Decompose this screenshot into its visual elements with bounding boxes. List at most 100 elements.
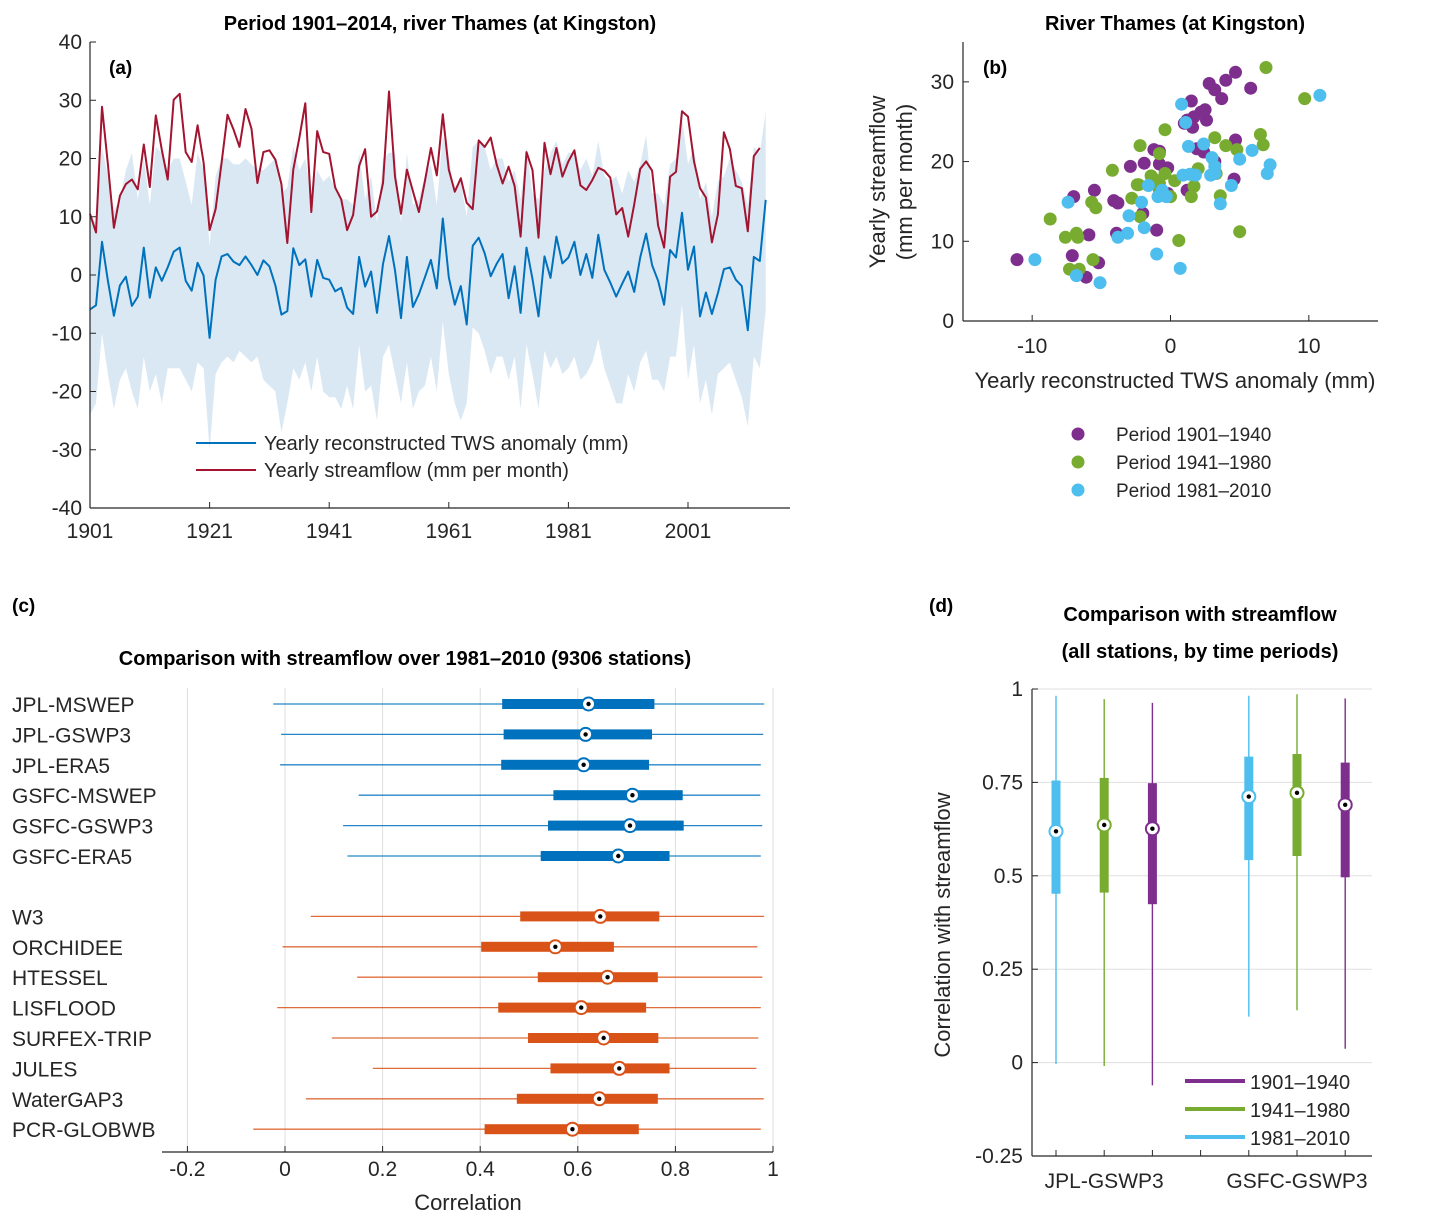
- scatter-point: [1219, 139, 1233, 153]
- scatter-point: [1123, 159, 1137, 173]
- iqr-box: [484, 1124, 639, 1135]
- scatter-point: [1135, 195, 1148, 209]
- panel-b-tag: (b): [983, 58, 1007, 79]
- x-tick-label: 0.6: [563, 1158, 592, 1181]
- scatter-point: [1298, 92, 1312, 106]
- x-tick-label: 1981: [545, 520, 592, 543]
- median-dot: [617, 1066, 622, 1071]
- scatter-point: [1133, 210, 1147, 224]
- scatter-point: [1137, 221, 1151, 235]
- scatter-point: [1179, 116, 1193, 129]
- x-tick-label: 1961: [425, 520, 472, 543]
- iqr-box: [502, 699, 655, 709]
- scatter-point: [1233, 225, 1247, 239]
- row-label: HTESSEL: [12, 967, 108, 990]
- scatter-point: [1150, 223, 1164, 237]
- scatter-point: [1089, 201, 1103, 215]
- panel-b: River Thames (at Kingston) (b) Yearly re…: [865, 13, 1378, 502]
- scatter-point: [1058, 230, 1072, 244]
- median-dot: [630, 793, 635, 798]
- scatter-point: [1158, 123, 1172, 137]
- scatter-point: [1229, 65, 1242, 79]
- scatter-point: [1219, 73, 1233, 87]
- scatter-point: [1069, 226, 1083, 240]
- x-tick-label: 1901: [67, 520, 114, 543]
- x-tick-label: 0.8: [661, 1158, 690, 1181]
- scatter-point: [1158, 167, 1172, 180]
- panel-a-tag: (a): [109, 58, 132, 79]
- scatter-point: [1152, 147, 1166, 161]
- scatter-point: [1183, 167, 1197, 181]
- scatter-point: [1141, 179, 1155, 192]
- scatter-point: [1121, 226, 1135, 240]
- scatter-point: [1043, 212, 1057, 226]
- scatter-point: [1150, 247, 1164, 261]
- median-dot: [597, 1096, 602, 1102]
- legend-label: Yearly reconstructed TWS anomaly (mm): [264, 433, 629, 455]
- y-tick-label: -0.25: [975, 1145, 1023, 1168]
- row-label: JPL-GSWP3: [12, 724, 131, 747]
- row-label: WaterGAP3: [12, 1089, 123, 1112]
- streamflow-line: [89, 90, 761, 249]
- y-tick-label: 0.25: [982, 958, 1023, 981]
- iqr-box: [1244, 756, 1254, 861]
- median-dot: [553, 944, 558, 949]
- row-label: GSFC-GSWP3: [12, 816, 153, 839]
- row-label: SURFEX-TRIP: [12, 1028, 152, 1051]
- iqr-box: [1099, 777, 1109, 893]
- y-tick-label: -30: [52, 439, 82, 462]
- legend-marker: [1071, 483, 1085, 497]
- panel-d-title-line1: Comparison with streamflow: [1063, 604, 1337, 626]
- row-label: GSFC-ERA5: [12, 846, 132, 869]
- scatter-point: [1253, 128, 1267, 141]
- row-label: LISFLOOD: [12, 998, 116, 1021]
- y-tick-label: 20: [931, 151, 954, 174]
- iqr-box: [537, 972, 658, 983]
- row-label: ORCHIDEE: [12, 937, 123, 960]
- legend-label: 1941–1980: [1250, 1100, 1350, 1122]
- legend-label: Period 1941–1980: [1116, 453, 1271, 474]
- iqr-box: [1340, 762, 1350, 878]
- scatter-point: [1259, 61, 1273, 74]
- scatter-point: [1244, 81, 1258, 95]
- x-category-label: JPL-GSWP3: [1045, 1170, 1164, 1193]
- y-tick-label: 10: [59, 206, 82, 229]
- x-tick-label: 1941: [306, 520, 353, 543]
- scatter-point: [1233, 152, 1247, 166]
- median-dot: [605, 975, 610, 980]
- scatter-point: [1173, 261, 1187, 275]
- scatter-point: [1010, 253, 1024, 267]
- iqr-box: [501, 759, 650, 770]
- x-tick-label: 0.2: [368, 1158, 397, 1181]
- scatter-point: [1184, 190, 1198, 204]
- iqr-box: [548, 820, 684, 831]
- panel-a: Period 1901–2014, river Thames (at Kings…: [52, 13, 790, 543]
- row-label: JULES: [12, 1058, 77, 1081]
- row-label: JPL-MSWEP: [12, 694, 135, 717]
- scatter-point: [1132, 178, 1146, 192]
- scatter-point: [1133, 139, 1147, 153]
- y-tick-label: -40: [52, 497, 82, 520]
- iqr-box: [503, 729, 652, 740]
- scatter-point: [1245, 143, 1259, 157]
- iqr-box: [520, 911, 660, 922]
- median-dot: [1343, 802, 1348, 808]
- scatter-point: [1187, 179, 1201, 193]
- x-tick-label: -10: [1017, 335, 1047, 358]
- median-dot: [586, 701, 591, 707]
- y-tick-label: 0: [70, 264, 82, 287]
- row-label: JPL-ERA5: [12, 755, 110, 778]
- iqr-box: [553, 790, 683, 801]
- scatter-point: [1313, 88, 1327, 102]
- scatter-point: [1182, 139, 1195, 153]
- panel-b-ylabel-line2: (mm per month): [892, 104, 917, 260]
- scatter-point: [1061, 195, 1075, 209]
- scatter-point: [1208, 167, 1222, 180]
- scatter-point: [1105, 163, 1119, 177]
- y-tick-label: -20: [52, 381, 82, 404]
- row-label: PCR-GLOBWB: [12, 1119, 156, 1142]
- median-dot: [1246, 794, 1252, 799]
- median-dot: [616, 853, 621, 859]
- scatter-point: [1224, 179, 1238, 192]
